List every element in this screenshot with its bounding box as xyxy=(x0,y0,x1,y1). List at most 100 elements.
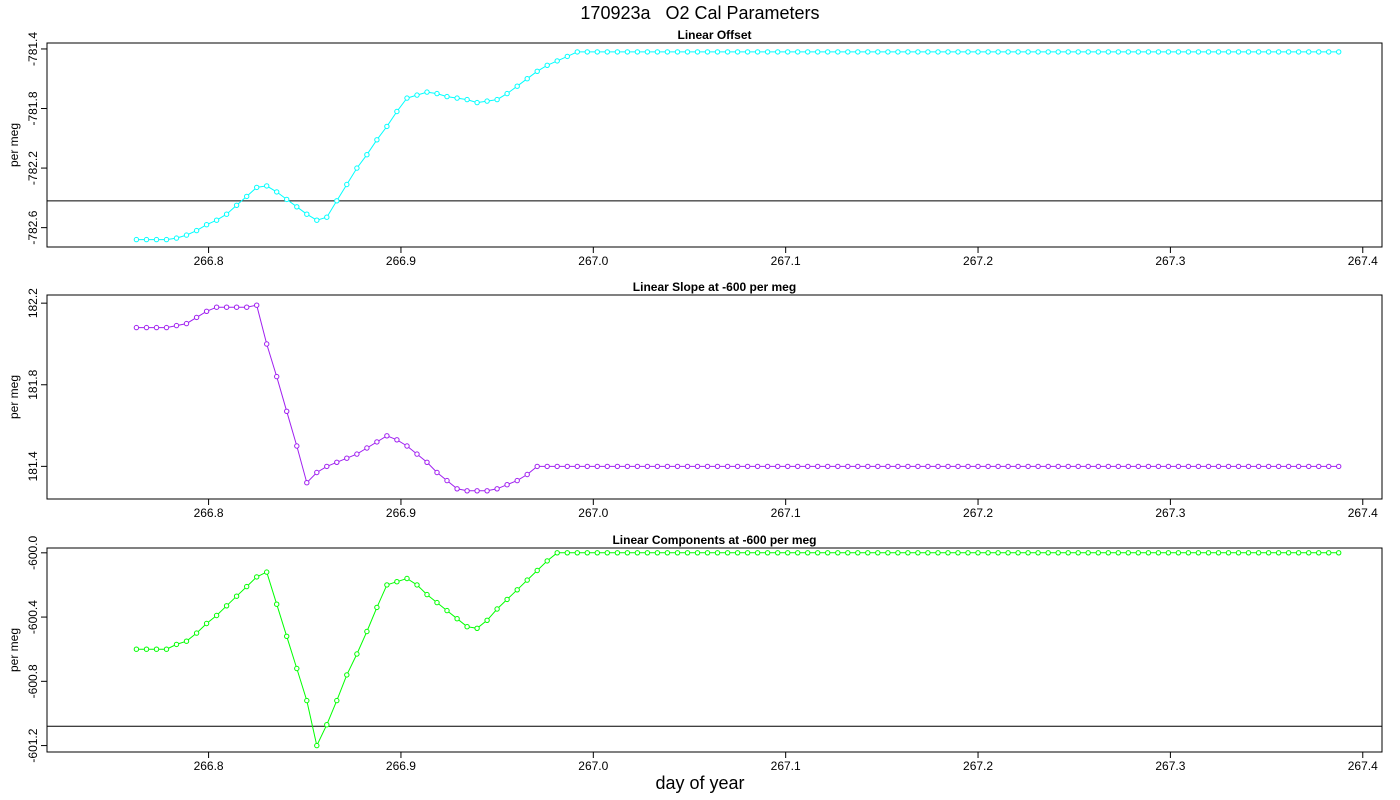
data-point xyxy=(384,582,390,588)
data-point xyxy=(1265,463,1272,470)
data-point xyxy=(1025,49,1031,55)
x-tick-label: 267.0 xyxy=(578,506,608,520)
data-point xyxy=(835,49,841,55)
data-point xyxy=(374,604,380,611)
data-point xyxy=(354,651,360,657)
data-point xyxy=(244,583,250,590)
data-point xyxy=(624,463,631,470)
data-point xyxy=(714,550,721,556)
x-tick-label: 267.1 xyxy=(771,506,801,520)
data-point xyxy=(384,123,390,130)
data-point xyxy=(173,235,180,241)
data-point xyxy=(314,742,320,749)
data-point xyxy=(1245,49,1252,55)
data-point xyxy=(1125,463,1132,470)
data-point xyxy=(1306,49,1312,55)
data-point xyxy=(454,95,460,101)
data-point xyxy=(975,49,981,55)
data-point xyxy=(684,49,691,55)
data-point xyxy=(1285,550,1292,556)
data-point xyxy=(203,222,210,228)
data-point xyxy=(344,672,350,678)
data-point xyxy=(875,463,881,470)
y-tick-label: -600.4 xyxy=(26,600,40,634)
data-point xyxy=(143,236,150,243)
data-point xyxy=(264,183,270,189)
data-point xyxy=(1165,550,1172,556)
y-tick-label: -600.8 xyxy=(26,664,40,698)
data-point xyxy=(444,607,450,614)
data-point xyxy=(1285,49,1292,55)
data-point xyxy=(424,89,430,95)
data-point xyxy=(694,550,701,556)
data-point xyxy=(1035,550,1041,556)
data-point xyxy=(925,550,931,556)
data-point xyxy=(1326,49,1332,55)
x-tick-label: 267.4 xyxy=(1348,254,1378,268)
data-point xyxy=(173,641,180,648)
data-point xyxy=(1025,463,1031,470)
data-point xyxy=(1115,463,1122,470)
data-point xyxy=(414,451,420,457)
data-point xyxy=(424,591,430,598)
data-point xyxy=(1185,463,1192,470)
data-point xyxy=(304,697,310,704)
data-point xyxy=(825,49,831,55)
data-point xyxy=(233,593,240,599)
data-point xyxy=(474,488,480,494)
data-point xyxy=(1165,49,1172,55)
data-point xyxy=(845,463,851,470)
data-point xyxy=(1245,550,1252,556)
data-point xyxy=(193,630,200,636)
data-point xyxy=(344,181,350,188)
x-tick-label: 267.2 xyxy=(963,759,993,773)
data-point xyxy=(494,606,500,612)
data-point xyxy=(785,49,791,55)
series-line xyxy=(136,51,1339,241)
data-point xyxy=(454,486,460,492)
data-point xyxy=(1295,550,1302,556)
data-point xyxy=(674,49,681,55)
plot-frame xyxy=(46,294,1383,500)
data-point xyxy=(394,437,400,443)
data-point xyxy=(133,324,140,331)
data-point xyxy=(223,603,230,609)
y-tick-label: -781.4 xyxy=(26,32,40,66)
data-point xyxy=(644,463,651,470)
x-tick-label: 267.0 xyxy=(578,254,608,268)
data-point xyxy=(514,477,520,484)
data-point xyxy=(564,463,570,470)
data-point xyxy=(704,550,711,556)
data-point xyxy=(955,463,961,470)
data-point xyxy=(965,463,971,470)
data-point xyxy=(915,49,921,55)
data-point xyxy=(404,575,410,582)
data-point xyxy=(374,439,380,445)
x-tick-label: 267.3 xyxy=(1155,759,1185,773)
data-point xyxy=(494,486,500,492)
data-point xyxy=(314,217,320,223)
data-point xyxy=(574,463,580,470)
data-point xyxy=(614,49,621,55)
data-point xyxy=(744,550,751,556)
data-point xyxy=(254,574,260,580)
data-point xyxy=(274,189,280,195)
data-point xyxy=(163,236,170,243)
data-point xyxy=(1265,550,1272,556)
data-point xyxy=(564,550,570,556)
data-point xyxy=(744,463,751,470)
data-point xyxy=(764,463,771,470)
data-point xyxy=(434,90,440,97)
data-point xyxy=(1195,49,1202,55)
data-point xyxy=(1316,463,1322,470)
data-point xyxy=(324,463,330,470)
data-point xyxy=(815,49,821,55)
data-point xyxy=(1235,550,1242,556)
data-point xyxy=(223,211,230,217)
data-point xyxy=(1336,550,1342,556)
data-point xyxy=(1075,49,1081,55)
data-point xyxy=(223,304,230,310)
data-point xyxy=(975,550,981,556)
data-point xyxy=(694,49,701,55)
